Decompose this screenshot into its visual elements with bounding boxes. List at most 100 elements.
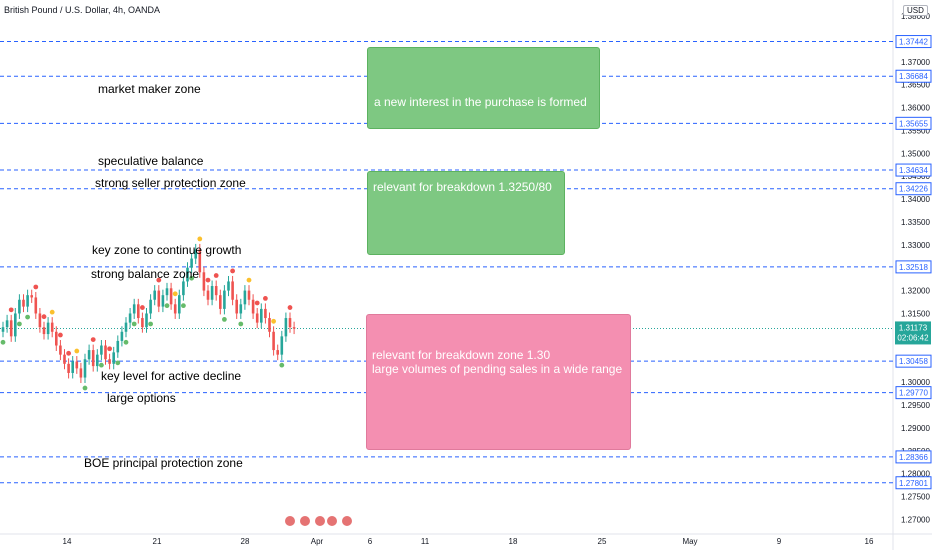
level-price-label: 1.32518 xyxy=(899,263,928,272)
y-tick-label: 1.27000 xyxy=(901,515,930,524)
candle-body xyxy=(137,304,140,319)
candle-body xyxy=(210,286,214,300)
y-tick-label: 1.35000 xyxy=(901,149,930,158)
candle-body xyxy=(190,258,193,268)
y-tick-label: 1.29000 xyxy=(901,424,930,433)
current-price-label: 1.31173 xyxy=(899,323,928,332)
candle-body xyxy=(14,313,17,337)
level-price-badge xyxy=(895,35,932,49)
candle-body xyxy=(272,331,275,351)
candle-body xyxy=(112,352,115,364)
label-strong-balance-zone: strong balance zone xyxy=(91,267,200,281)
signal-dot xyxy=(140,305,145,310)
box-breakdown-130[interactable]: relevant for breakdown zone 1.30 large v… xyxy=(366,314,631,450)
signal-dot xyxy=(148,321,154,327)
label-strong-seller-protection-zone: strong seller protection zone xyxy=(95,176,246,190)
level-price-badge xyxy=(895,163,932,177)
label-speculative-balance: speculative balance xyxy=(98,154,204,168)
level-price-label: 1.29770 xyxy=(899,389,928,398)
candle-body xyxy=(1,327,5,332)
level-price-label: 1.28366 xyxy=(899,453,928,462)
signal-dot xyxy=(90,337,96,342)
signal-dot xyxy=(213,273,219,278)
candle-body xyxy=(149,299,152,314)
level-price-label: 1.27801 xyxy=(899,479,928,488)
signal-dot xyxy=(115,360,121,366)
currency-label[interactable]: USD xyxy=(903,5,928,16)
y-tick-label: 1.32000 xyxy=(901,287,930,296)
y-tick-label: 1.36000 xyxy=(901,104,930,113)
candle-body xyxy=(284,318,288,337)
candle-body xyxy=(145,313,148,328)
signal-dot xyxy=(254,300,260,306)
candle-body xyxy=(96,354,99,367)
signal-dot xyxy=(107,346,112,352)
candle-body xyxy=(260,308,263,323)
candle-body xyxy=(108,359,111,364)
level-price-badge xyxy=(895,260,932,274)
signal-dot xyxy=(25,314,30,320)
x-tick-label: 25 xyxy=(598,537,607,546)
us-flag-icon[interactable] xyxy=(284,515,296,527)
y-tick-label: 1.27500 xyxy=(901,493,930,502)
candle-body xyxy=(227,281,230,291)
current-price-badge xyxy=(895,321,931,345)
signal-dot xyxy=(172,291,178,297)
candle-body xyxy=(5,320,9,328)
box-breakdown-13250-text: relevant for breakdown 1.3250/80 xyxy=(373,180,552,194)
signal-dot xyxy=(99,362,104,368)
candle-body xyxy=(83,359,87,378)
level-price-label: 1.34634 xyxy=(899,166,928,175)
level-price-badge xyxy=(895,182,932,196)
candle-body xyxy=(141,318,144,328)
y-tick-label: 1.30000 xyxy=(901,378,930,387)
candle-body xyxy=(280,336,284,355)
box-breakdown-130-line2: large volumes of pending sales in a wide… xyxy=(372,362,623,376)
candle-body xyxy=(219,295,222,309)
candle-body xyxy=(104,345,107,360)
event-flag-icon[interactable] xyxy=(299,515,311,527)
candle-body xyxy=(91,350,95,367)
signal-dot xyxy=(8,307,14,313)
y-tick-label: 1.29500 xyxy=(901,401,930,410)
level-price-label: 1.35655 xyxy=(899,119,928,128)
candle-body xyxy=(194,249,197,259)
y-tick-label: 1.34000 xyxy=(901,195,930,204)
signal-dot xyxy=(279,362,285,368)
countdown-label: 02:06:42 xyxy=(897,333,929,342)
candle-body xyxy=(22,299,25,307)
x-tick-label: May xyxy=(682,537,697,546)
level-price-badge xyxy=(895,450,932,464)
event-flag-icon[interactable] xyxy=(314,515,326,527)
candle-body xyxy=(239,304,243,314)
box-new-interest[interactable]: a new interest in the purchase is formed xyxy=(367,47,600,129)
signal-dot xyxy=(41,314,47,320)
signal-dot xyxy=(66,350,71,356)
signal-dot xyxy=(246,277,252,283)
event-flag-icon[interactable] xyxy=(326,515,338,527)
signal-dot xyxy=(0,339,6,345)
candle-body xyxy=(67,363,70,373)
signal-dot xyxy=(131,321,137,327)
candle-body xyxy=(165,288,169,296)
box-breakdown-13250[interactable]: relevant for breakdown 1.3250/80 xyxy=(367,171,565,255)
candle-body xyxy=(26,295,29,307)
event-flag-icon[interactable] xyxy=(341,515,353,527)
label-key-zone-growth: key zone to continue growth xyxy=(92,243,242,257)
signal-dot xyxy=(74,348,80,354)
x-tick-label: 18 xyxy=(509,537,518,546)
candle-body xyxy=(153,290,156,300)
y-tick-label: 1.28000 xyxy=(901,470,930,479)
level-price-badge xyxy=(895,354,932,368)
signal-dot xyxy=(287,305,293,310)
signal-dot xyxy=(271,318,276,324)
candle-body xyxy=(55,331,58,346)
x-tick-label: 28 xyxy=(241,537,250,546)
signal-dot xyxy=(230,268,236,274)
candle-body xyxy=(34,297,38,314)
x-tick-label: 16 xyxy=(865,537,874,546)
label-large-options: large options xyxy=(107,391,176,405)
candle-body xyxy=(235,299,238,314)
candle-body xyxy=(169,288,173,305)
chart-title: British Pound / U.S. Dollar, 4h, OANDA xyxy=(4,5,161,15)
